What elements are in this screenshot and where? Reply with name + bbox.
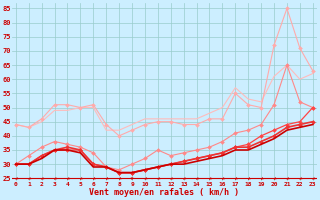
X-axis label: Vent moyen/en rafales ( km/h ): Vent moyen/en rafales ( km/h ): [89, 188, 239, 197]
